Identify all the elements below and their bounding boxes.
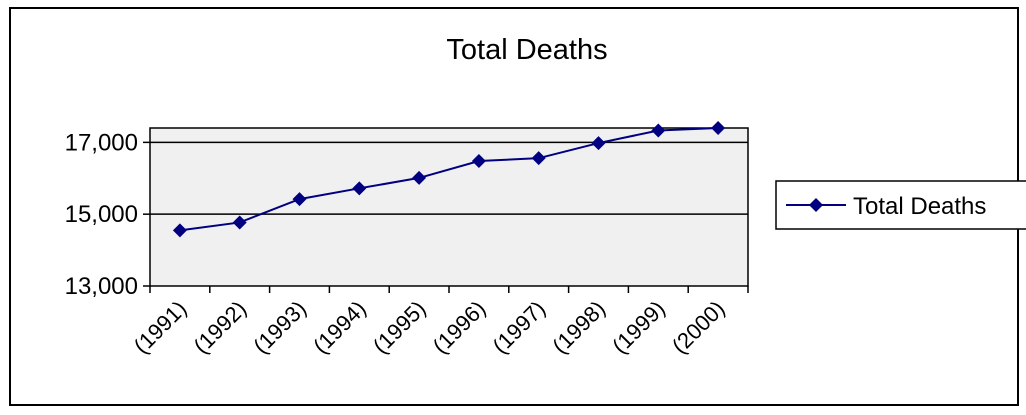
legend-marker [809,198,823,212]
series-line [179,127,719,232]
data-point [292,192,307,207]
plot-area [149,127,749,287]
data-point [471,154,486,169]
y-tick-label: 15,000 [65,201,138,228]
data-point [531,151,546,166]
data-point [172,223,187,238]
data-point [651,123,666,138]
legend: Total Deaths [775,180,1026,230]
data-point [232,215,247,230]
data-point [591,136,606,151]
gridlines [150,141,748,215]
y-tick-label: 13,000 [65,273,138,300]
y-axis: 13,000 15,000 17,000 [65,129,150,300]
y-tick-label: 17,000 [65,129,138,156]
series-layer [172,121,726,238]
data-point [412,170,427,185]
data-point [352,181,367,196]
chart-title: Total Deaths [446,34,607,66]
data-point [711,121,726,135]
legend-label: Total Deaths [853,193,986,220]
